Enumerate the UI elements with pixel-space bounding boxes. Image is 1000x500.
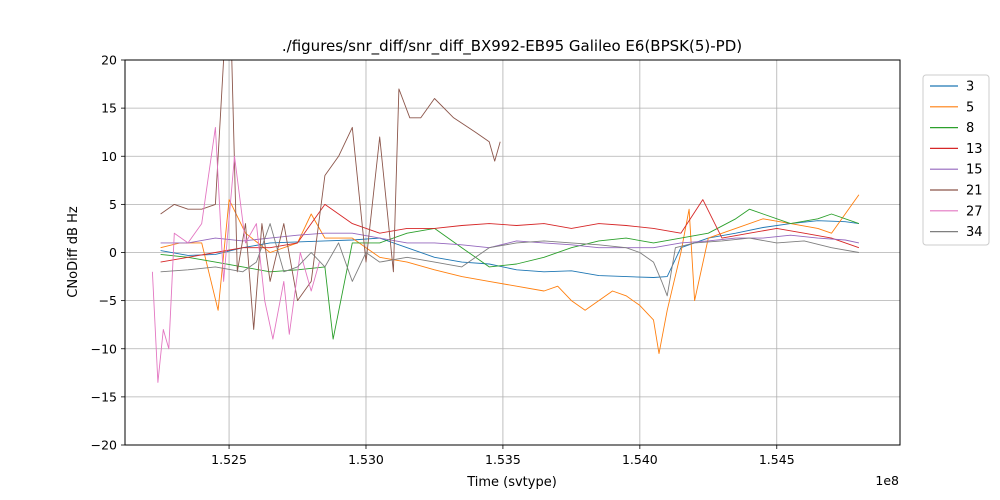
chart-title: ./figures/snr_diff/snr_diff_BX992-EB95 G…: [282, 37, 742, 56]
y-tick-label: −10: [91, 341, 117, 356]
y-tick-label: −5: [99, 293, 117, 308]
y-tick-label: 5: [109, 197, 117, 212]
x-axis-ticks: 1.525 1.530 1.535 1.540 1.545: [211, 445, 795, 467]
x-tick-label: 1.530: [348, 452, 384, 467]
legend-label-5: 5: [966, 100, 974, 115]
y-axis-ticks: −20 −15 −10 −5 0 5 10 15 20: [91, 53, 125, 453]
legend-label-3: 3: [966, 80, 974, 95]
y-tick-label: 0: [109, 245, 117, 260]
x-axis-label: Time (svtype): [466, 475, 557, 490]
series-line-15: [160, 232, 859, 249]
series-line-34: [160, 223, 859, 297]
series-line-27: [151, 126, 320, 383]
y-tick-label: −15: [91, 389, 117, 404]
legend-items: 3 5 8 13 15 21 27 34: [930, 80, 983, 240]
series-line-13: [160, 199, 860, 263]
series-line-21: [160, 59, 501, 330]
legend: 3 5 8 13 15 21 27 34: [922, 74, 990, 246]
legend-label-8: 8: [966, 121, 974, 136]
legend-label-21: 21: [966, 184, 983, 199]
x-tick-label: 1.545: [759, 452, 795, 467]
y-tick-label: 10: [101, 149, 117, 164]
series-line-3: [160, 220, 859, 278]
legend-label-27: 27: [966, 204, 983, 219]
x-tick-label: 1.535: [485, 452, 521, 467]
x-tick-label: 1.540: [622, 452, 658, 467]
legend-label-34: 34: [966, 225, 983, 240]
y-axis-label: CNoDiff dB Hz: [66, 206, 81, 298]
y-tick-label: 15: [101, 101, 117, 116]
data-series: [151, 59, 860, 383]
y-tick-label: −20: [91, 438, 117, 453]
legend-label-15: 15: [966, 163, 983, 178]
y-tick-label: 20: [101, 53, 117, 68]
x-tick-label: 1.525: [211, 452, 247, 467]
legend-label-13: 13: [966, 142, 983, 157]
x-axis-offset-label: 1e8: [875, 473, 899, 488]
legend-box: [922, 74, 990, 246]
series-line-5: [160, 194, 860, 355]
